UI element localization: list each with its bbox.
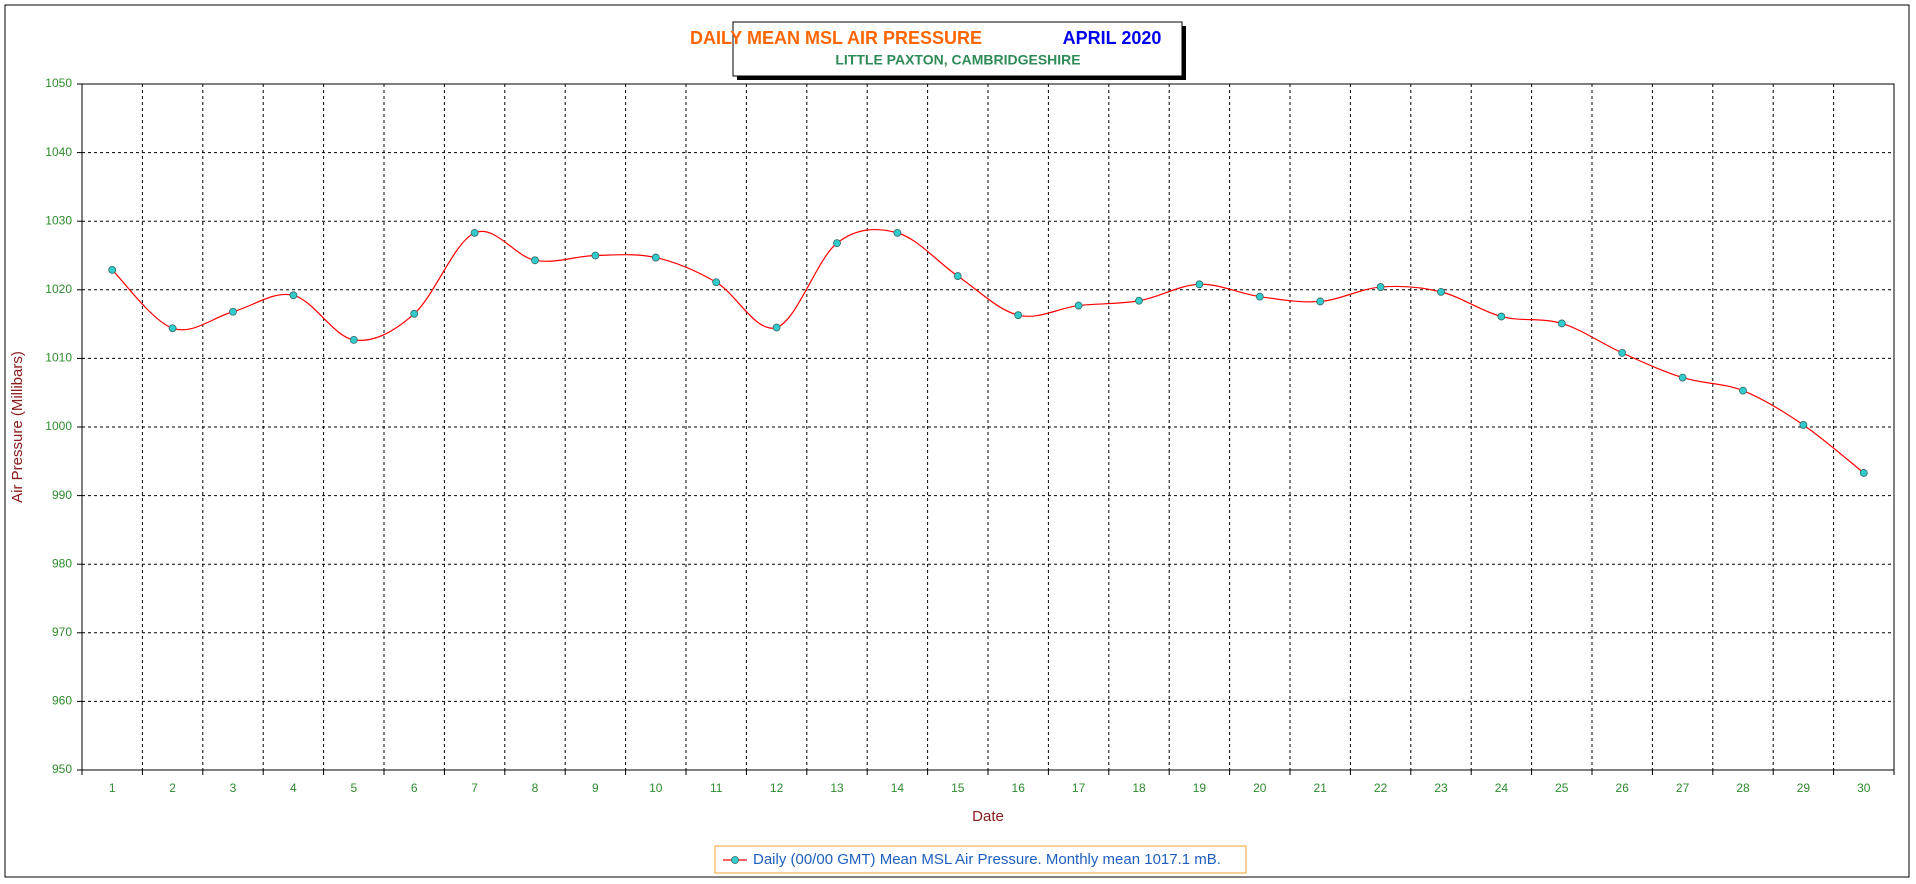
x-tick-label: 11 — [710, 781, 723, 795]
x-tick-label: 5 — [350, 781, 357, 795]
x-tick-label: 23 — [1434, 781, 1448, 795]
data-point — [712, 278, 721, 287]
x-tick-label: 25 — [1555, 781, 1569, 795]
y-tick-label: 1000 — [45, 419, 72, 433]
data-point — [1195, 280, 1204, 289]
y-tick-label: 1020 — [45, 282, 72, 296]
x-tick-label: 1 — [109, 781, 116, 795]
x-tick-label: 30 — [1857, 781, 1871, 795]
data-point — [1135, 296, 1143, 305]
x-tick-label: 26 — [1616, 781, 1630, 795]
x-tick-label: 17 — [1072, 781, 1086, 795]
data-point — [349, 335, 358, 344]
data-point — [1497, 312, 1506, 321]
data-point — [1437, 287, 1445, 296]
title-box — [732, 21, 1183, 77]
x-tick-label: 28 — [1736, 781, 1750, 795]
x-tick-label: 19 — [1193, 781, 1207, 795]
x-tick-label: 2 — [169, 781, 176, 795]
y-tick-label: 990 — [52, 488, 72, 502]
y-axis-label: Air Pressure (Millibars) — [9, 351, 26, 503]
y-tick-label: 1040 — [45, 145, 72, 159]
y-tick-label: 1050 — [45, 76, 72, 90]
chart-title: DAILY MEAN MSL AIR PRESSURE — [690, 28, 982, 48]
data-point — [168, 324, 177, 333]
data-point — [1014, 311, 1023, 320]
x-tick-label: 22 — [1374, 781, 1388, 795]
data-point — [1678, 373, 1687, 382]
x-axis-label: Date — [972, 808, 1004, 825]
data-point — [893, 228, 902, 237]
y-tick-label: 960 — [52, 694, 72, 708]
data-point — [1739, 386, 1747, 395]
chart-subtitle: LITTLE PAXTON, CAMBRIDGESHIRE — [835, 52, 1080, 68]
x-tick-label: 14 — [891, 781, 905, 795]
x-tick-label: 10 — [649, 781, 663, 795]
data-point — [953, 272, 962, 280]
y-tick-label: 950 — [52, 762, 72, 776]
data-point — [591, 251, 600, 260]
x-tick-label: 21 — [1314, 781, 1328, 795]
chart-period: APRIL 2020 — [1063, 28, 1162, 48]
data-point — [651, 253, 660, 262]
data-point — [410, 309, 419, 318]
y-tick-label: 970 — [52, 625, 72, 639]
y-tick-label: 980 — [52, 556, 72, 570]
legend-box — [714, 845, 1247, 874]
x-tick-label: 16 — [1012, 781, 1026, 795]
plot-border — [81, 83, 1895, 771]
x-tick-label: 24 — [1495, 781, 1509, 795]
plot: 9509609709809901000101010201030104010501… — [45, 76, 1895, 868]
data-point — [1618, 349, 1627, 357]
x-tick-label: 18 — [1132, 781, 1146, 795]
legend-marker — [731, 856, 739, 864]
data-point — [1316, 297, 1325, 306]
x-tick-label: 27 — [1676, 781, 1690, 795]
data-point — [1255, 292, 1264, 301]
data-point — [470, 228, 479, 237]
data-point — [1074, 301, 1083, 310]
x-tick-label: 20 — [1253, 781, 1267, 795]
data-point — [1799, 421, 1808, 429]
x-tick-label: 7 — [471, 781, 478, 795]
x-tick-label: 3 — [230, 781, 237, 795]
x-tick-label: 9 — [592, 781, 599, 795]
y-tick-label: 1010 — [45, 351, 72, 365]
data-point — [772, 323, 781, 332]
x-tick-label: 6 — [411, 781, 418, 795]
y-tick-label: 1030 — [45, 213, 72, 227]
x-tick-label: 15 — [951, 781, 965, 795]
data-point — [1376, 283, 1385, 291]
x-tick-label: 12 — [770, 781, 784, 795]
data-point — [289, 291, 298, 300]
x-tick-label: 13 — [830, 781, 844, 795]
data-point — [1859, 469, 1868, 477]
x-tick-label: 8 — [532, 781, 539, 795]
data-point — [108, 266, 117, 274]
data-point — [531, 256, 539, 265]
data-point — [833, 239, 841, 248]
data-point — [229, 307, 237, 316]
x-tick-label: 29 — [1797, 781, 1811, 795]
data-point — [1557, 319, 1566, 328]
legend-label: Daily (00/00 GMT) Mean MSL Air Pressure.… — [753, 851, 1221, 868]
x-tick-label: 4 — [290, 781, 297, 795]
